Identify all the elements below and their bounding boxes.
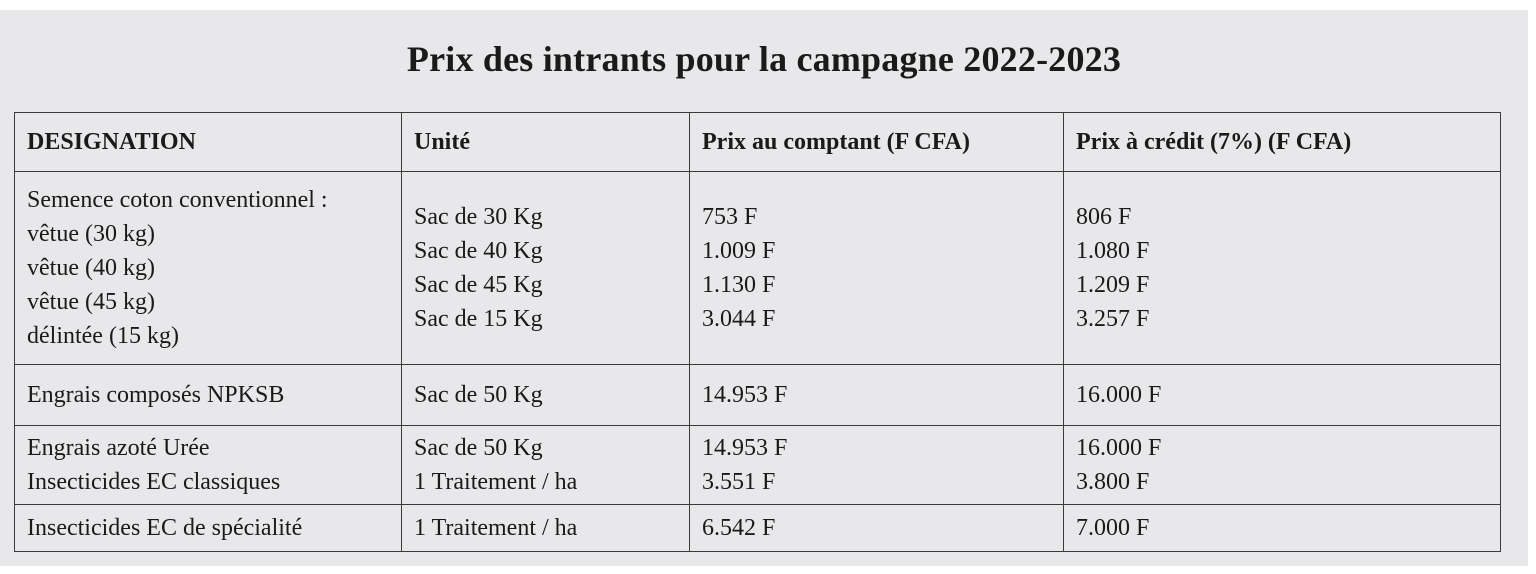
cell-prix-comptant: 14.953 F bbox=[689, 364, 1064, 426]
table-row: Engrais azoté Urée Insecticides EC class… bbox=[14, 425, 1501, 505]
cell-designation: Engrais azoté Urée Insecticides EC class… bbox=[14, 425, 402, 505]
page-title: Prix des intrants pour la campagne 2022-… bbox=[406, 39, 1122, 79]
cell-unite: Sac de 30 Kg Sac de 40 Kg Sac de 45 Kg S… bbox=[401, 171, 690, 365]
cell-line: 16.000 F bbox=[1076, 382, 1162, 408]
cell-designation: Engrais composés NPKSB bbox=[14, 364, 402, 426]
cell-unite: 1 Traitement / ha bbox=[401, 504, 690, 552]
cell-unite: Sac de 50 Kg 1 Traitement / ha bbox=[401, 425, 690, 505]
table-row: Semence coton conventionnel : vêtue (30 … bbox=[14, 171, 1501, 365]
cell-prix-comptant: 6.542 F bbox=[689, 504, 1064, 552]
cell-line: 7.000 F bbox=[1076, 515, 1150, 541]
cell-line: Sac de 15 Kg bbox=[414, 306, 543, 332]
cell-prix-comptant: 14.953 F 3.551 F bbox=[689, 425, 1064, 505]
cell-line: 1.009 F bbox=[702, 238, 776, 264]
cell-prix-credit: 16.000 F 3.800 F bbox=[1063, 425, 1501, 505]
cell-line: 1.080 F bbox=[1076, 238, 1150, 264]
cell-line: Semence coton conventionnel : bbox=[27, 187, 328, 213]
header-designation: DESIGNATION bbox=[14, 112, 402, 172]
cell-line: 1 Traitement / ha bbox=[414, 515, 578, 541]
table-row: Insecticides EC de spécialité 1 Traiteme… bbox=[14, 504, 1501, 552]
cell-prix-comptant: 753 F 1.009 F 1.130 F 3.044 F bbox=[689, 171, 1064, 365]
cell-line: 14.953 F bbox=[702, 382, 788, 408]
cell-line: 1.209 F bbox=[1076, 272, 1150, 298]
cell-prix-credit: 7.000 F bbox=[1063, 504, 1501, 552]
cell-designation: Semence coton conventionnel : vêtue (30 … bbox=[14, 171, 402, 365]
cell-line: Insecticides EC classiques bbox=[27, 469, 281, 495]
cell-line: Engrais composés NPKSB bbox=[27, 382, 285, 408]
cell-designation: Insecticides EC de spécialité bbox=[14, 504, 402, 552]
cell-line: 16.000 F bbox=[1076, 435, 1162, 461]
cell-line: Sac de 40 Kg bbox=[414, 238, 543, 264]
cell-line: 14.953 F bbox=[702, 435, 788, 461]
cell-line: 1 Traitement / ha bbox=[414, 469, 578, 495]
header-unite: Unité bbox=[401, 112, 690, 172]
cell-line: Insecticides EC de spécialité bbox=[27, 515, 303, 541]
cell-line: Sac de 30 Kg bbox=[414, 204, 543, 230]
price-table: DESIGNATION Unité Prix au comptant (F CF… bbox=[14, 112, 1501, 552]
document-panel: Prix des intrants pour la campagne 2022-… bbox=[0, 10, 1528, 566]
cell-line: 3.257 F bbox=[1076, 306, 1150, 332]
cell-line: vêtue (40 kg) bbox=[27, 255, 155, 281]
cell-line: Engrais azoté Urée bbox=[27, 435, 210, 461]
cell-line: vêtue (30 kg) bbox=[27, 221, 155, 247]
cell-line: 1.130 F bbox=[702, 272, 776, 298]
header-prix-credit: Prix à crédit (7%) (F CFA) bbox=[1063, 112, 1501, 172]
cell-line: Sac de 50 Kg bbox=[414, 382, 543, 408]
cell-line: vêtue (45 kg) bbox=[27, 289, 155, 315]
table-row: Engrais composés NPKSB Sac de 50 Kg 14.9… bbox=[14, 364, 1501, 426]
cell-prix-credit: 806 F 1.080 F 1.209 F 3.257 F bbox=[1063, 171, 1501, 365]
cell-line: 6.542 F bbox=[702, 515, 776, 541]
cell-line: Sac de 45 Kg bbox=[414, 272, 543, 298]
cell-line: 753 F bbox=[702, 204, 758, 230]
cell-line: 806 F bbox=[1076, 204, 1132, 230]
cell-line: Sac de 50 Kg bbox=[414, 435, 543, 461]
table-header-row: DESIGNATION Unité Prix au comptant (F CF… bbox=[14, 112, 1501, 172]
cell-prix-credit: 16.000 F bbox=[1063, 364, 1501, 426]
header-prix-comptant: Prix au comptant (F CFA) bbox=[689, 112, 1064, 172]
cell-line: délintée (15 kg) bbox=[27, 323, 179, 349]
cell-line: 3.800 F bbox=[1076, 469, 1150, 495]
cell-line: 3.551 F bbox=[702, 469, 776, 495]
cell-unite: Sac de 50 Kg bbox=[401, 364, 690, 426]
cell-line: 3.044 F bbox=[702, 306, 776, 332]
